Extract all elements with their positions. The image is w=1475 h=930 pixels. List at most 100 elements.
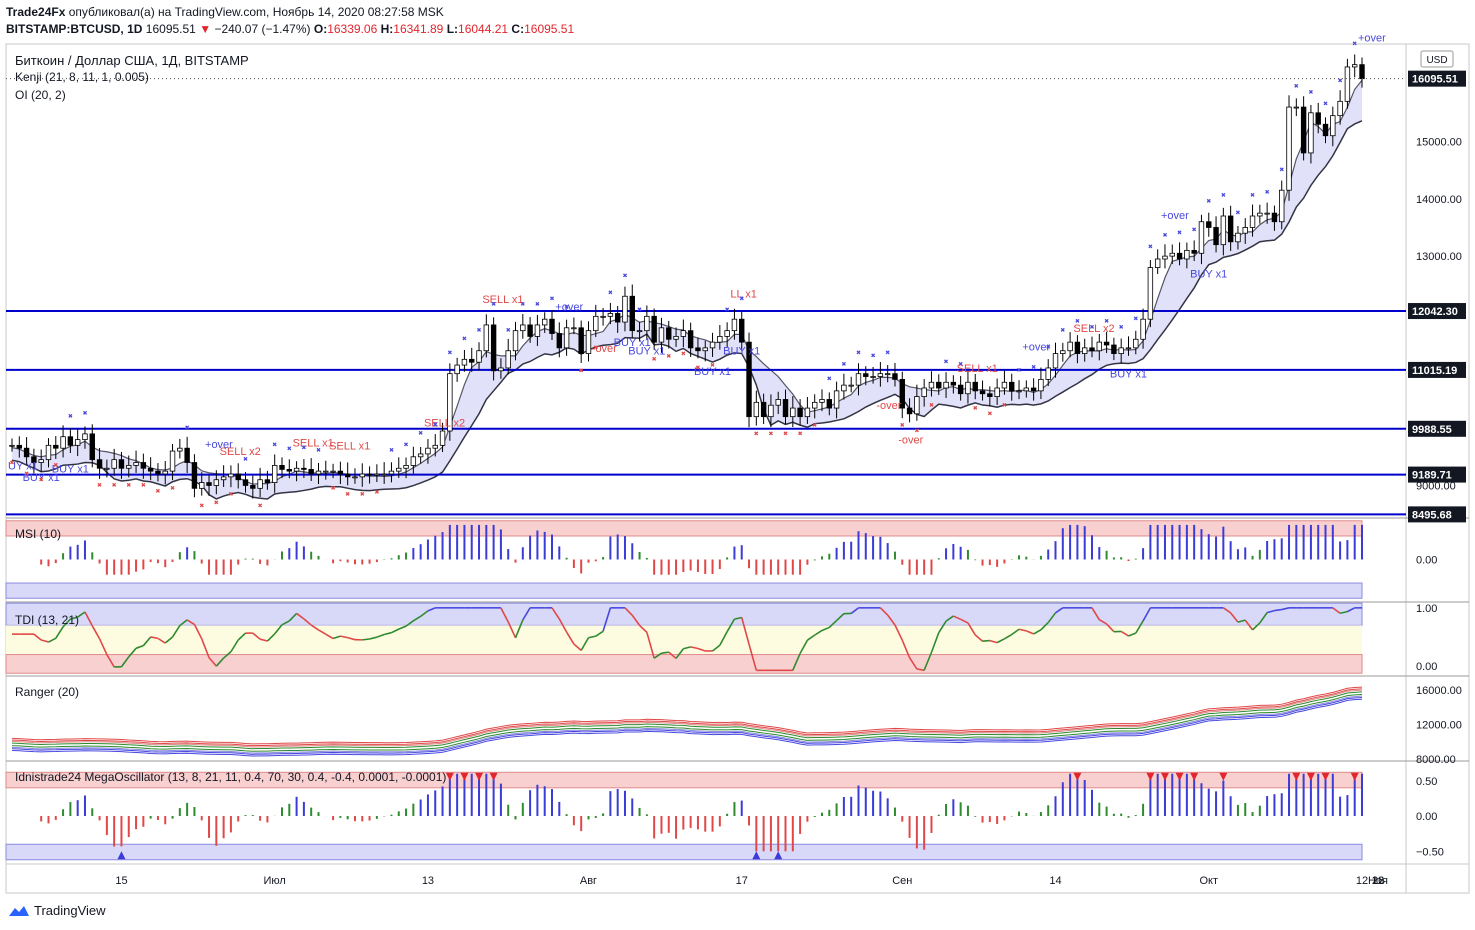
candle (23, 437, 30, 465)
x-tick-label: 13 (422, 875, 434, 887)
tdi-line (1026, 630, 1034, 635)
candle (264, 470, 271, 490)
tdi-line (259, 638, 268, 642)
candle (658, 317, 665, 353)
candle-body (585, 330, 592, 354)
tdi-line (1281, 607, 1290, 611)
candle-body (31, 456, 37, 463)
ranger-band-line (11, 688, 1363, 747)
candle-body (1154, 258, 1161, 269)
signal-marker: ✖ (53, 462, 58, 469)
candle (950, 375, 957, 394)
tdi-line (98, 638, 108, 655)
tdi-line (558, 618, 568, 633)
candle-body (1220, 215, 1227, 246)
candle-body (1286, 106, 1292, 191)
tdi-line (1237, 619, 1246, 623)
x-tick-label: Июл (264, 875, 286, 887)
signal-marker: ✖ (812, 422, 817, 429)
candle (1162, 244, 1168, 269)
candle (1330, 106, 1336, 147)
signal-marker: ✖ (768, 431, 773, 438)
tdi-line (296, 612, 305, 620)
tdi-line (887, 614, 896, 626)
chart-frame (5, 43, 1470, 894)
tdi-line (901, 639, 911, 658)
candle (60, 425, 66, 458)
signal-marker: ✖ (637, 307, 642, 314)
candle (607, 302, 614, 325)
last-price-label: 16095.51 (1412, 74, 1458, 86)
candle-body (1257, 212, 1263, 217)
candle (1038, 367, 1044, 400)
candle-body (1147, 267, 1154, 320)
candle (67, 428, 74, 454)
candle-body (520, 324, 526, 332)
tdi-line (266, 633, 276, 642)
candle (921, 379, 927, 407)
mega-buy-triangle (774, 851, 783, 860)
candle-body (1322, 123, 1329, 137)
candle-body (797, 407, 803, 418)
candle (177, 438, 183, 459)
signal-marker: ✖ (185, 424, 190, 431)
kenji-upper-band (11, 79, 1363, 485)
tdi-line (974, 634, 984, 642)
tdi-line (661, 651, 669, 654)
tdi-line (1222, 607, 1232, 614)
tdi-line (690, 646, 699, 650)
mega-sell-triangle (1073, 772, 1082, 781)
signal-marker: ✖ (287, 445, 292, 452)
signal-marker: ✖ (301, 444, 306, 451)
candle-body (1264, 212, 1270, 215)
candle (673, 327, 679, 347)
tdi-line (953, 615, 961, 621)
candle (1060, 342, 1066, 362)
candle-body (235, 473, 241, 481)
candle-body (673, 335, 679, 340)
tdi-line (215, 657, 225, 667)
tdi-line (850, 607, 859, 615)
candle (1308, 105, 1314, 164)
candle (1191, 240, 1197, 262)
candle (563, 319, 570, 356)
tdi-line (740, 617, 750, 645)
candle-body (417, 453, 424, 458)
candle (717, 324, 723, 350)
candle-body (687, 330, 694, 349)
ranger-y-tick: 8000.00 (1416, 754, 1456, 766)
signal-marker: ✖ (24, 471, 29, 478)
tdi-line (522, 607, 531, 621)
candle-body (461, 358, 468, 366)
tdi-line (1004, 633, 1013, 640)
tdi-line (303, 618, 312, 626)
candle (454, 357, 460, 382)
candle (1279, 180, 1285, 230)
signal-marker: ✖ (608, 290, 613, 297)
ranger-band-line (11, 686, 1363, 745)
signal-label: SELL x1 (293, 437, 334, 449)
candle-body (666, 327, 672, 340)
tdi-line (186, 619, 195, 626)
tdi-line (719, 631, 728, 646)
tdi-line (1251, 622, 1261, 631)
tdi-line (398, 625, 407, 630)
candle (746, 332, 752, 428)
candle-body (950, 381, 957, 386)
x-tick-label: 12 (1356, 875, 1368, 887)
signal-marker: ✖ (331, 485, 336, 492)
msi-oversold-zone (5, 582, 1363, 599)
signal-marker: ✖ (1308, 89, 1313, 96)
tdi-line (193, 624, 203, 640)
candle (1009, 373, 1015, 401)
tdi-line (237, 632, 247, 641)
candle-body (724, 330, 730, 337)
tdi-line (595, 630, 604, 637)
candle-body (614, 313, 621, 323)
candle-body (498, 367, 504, 372)
candle-body (790, 407, 796, 418)
signal-marker: ✖ (1250, 192, 1255, 199)
candle (972, 374, 978, 400)
candle (359, 463, 365, 487)
